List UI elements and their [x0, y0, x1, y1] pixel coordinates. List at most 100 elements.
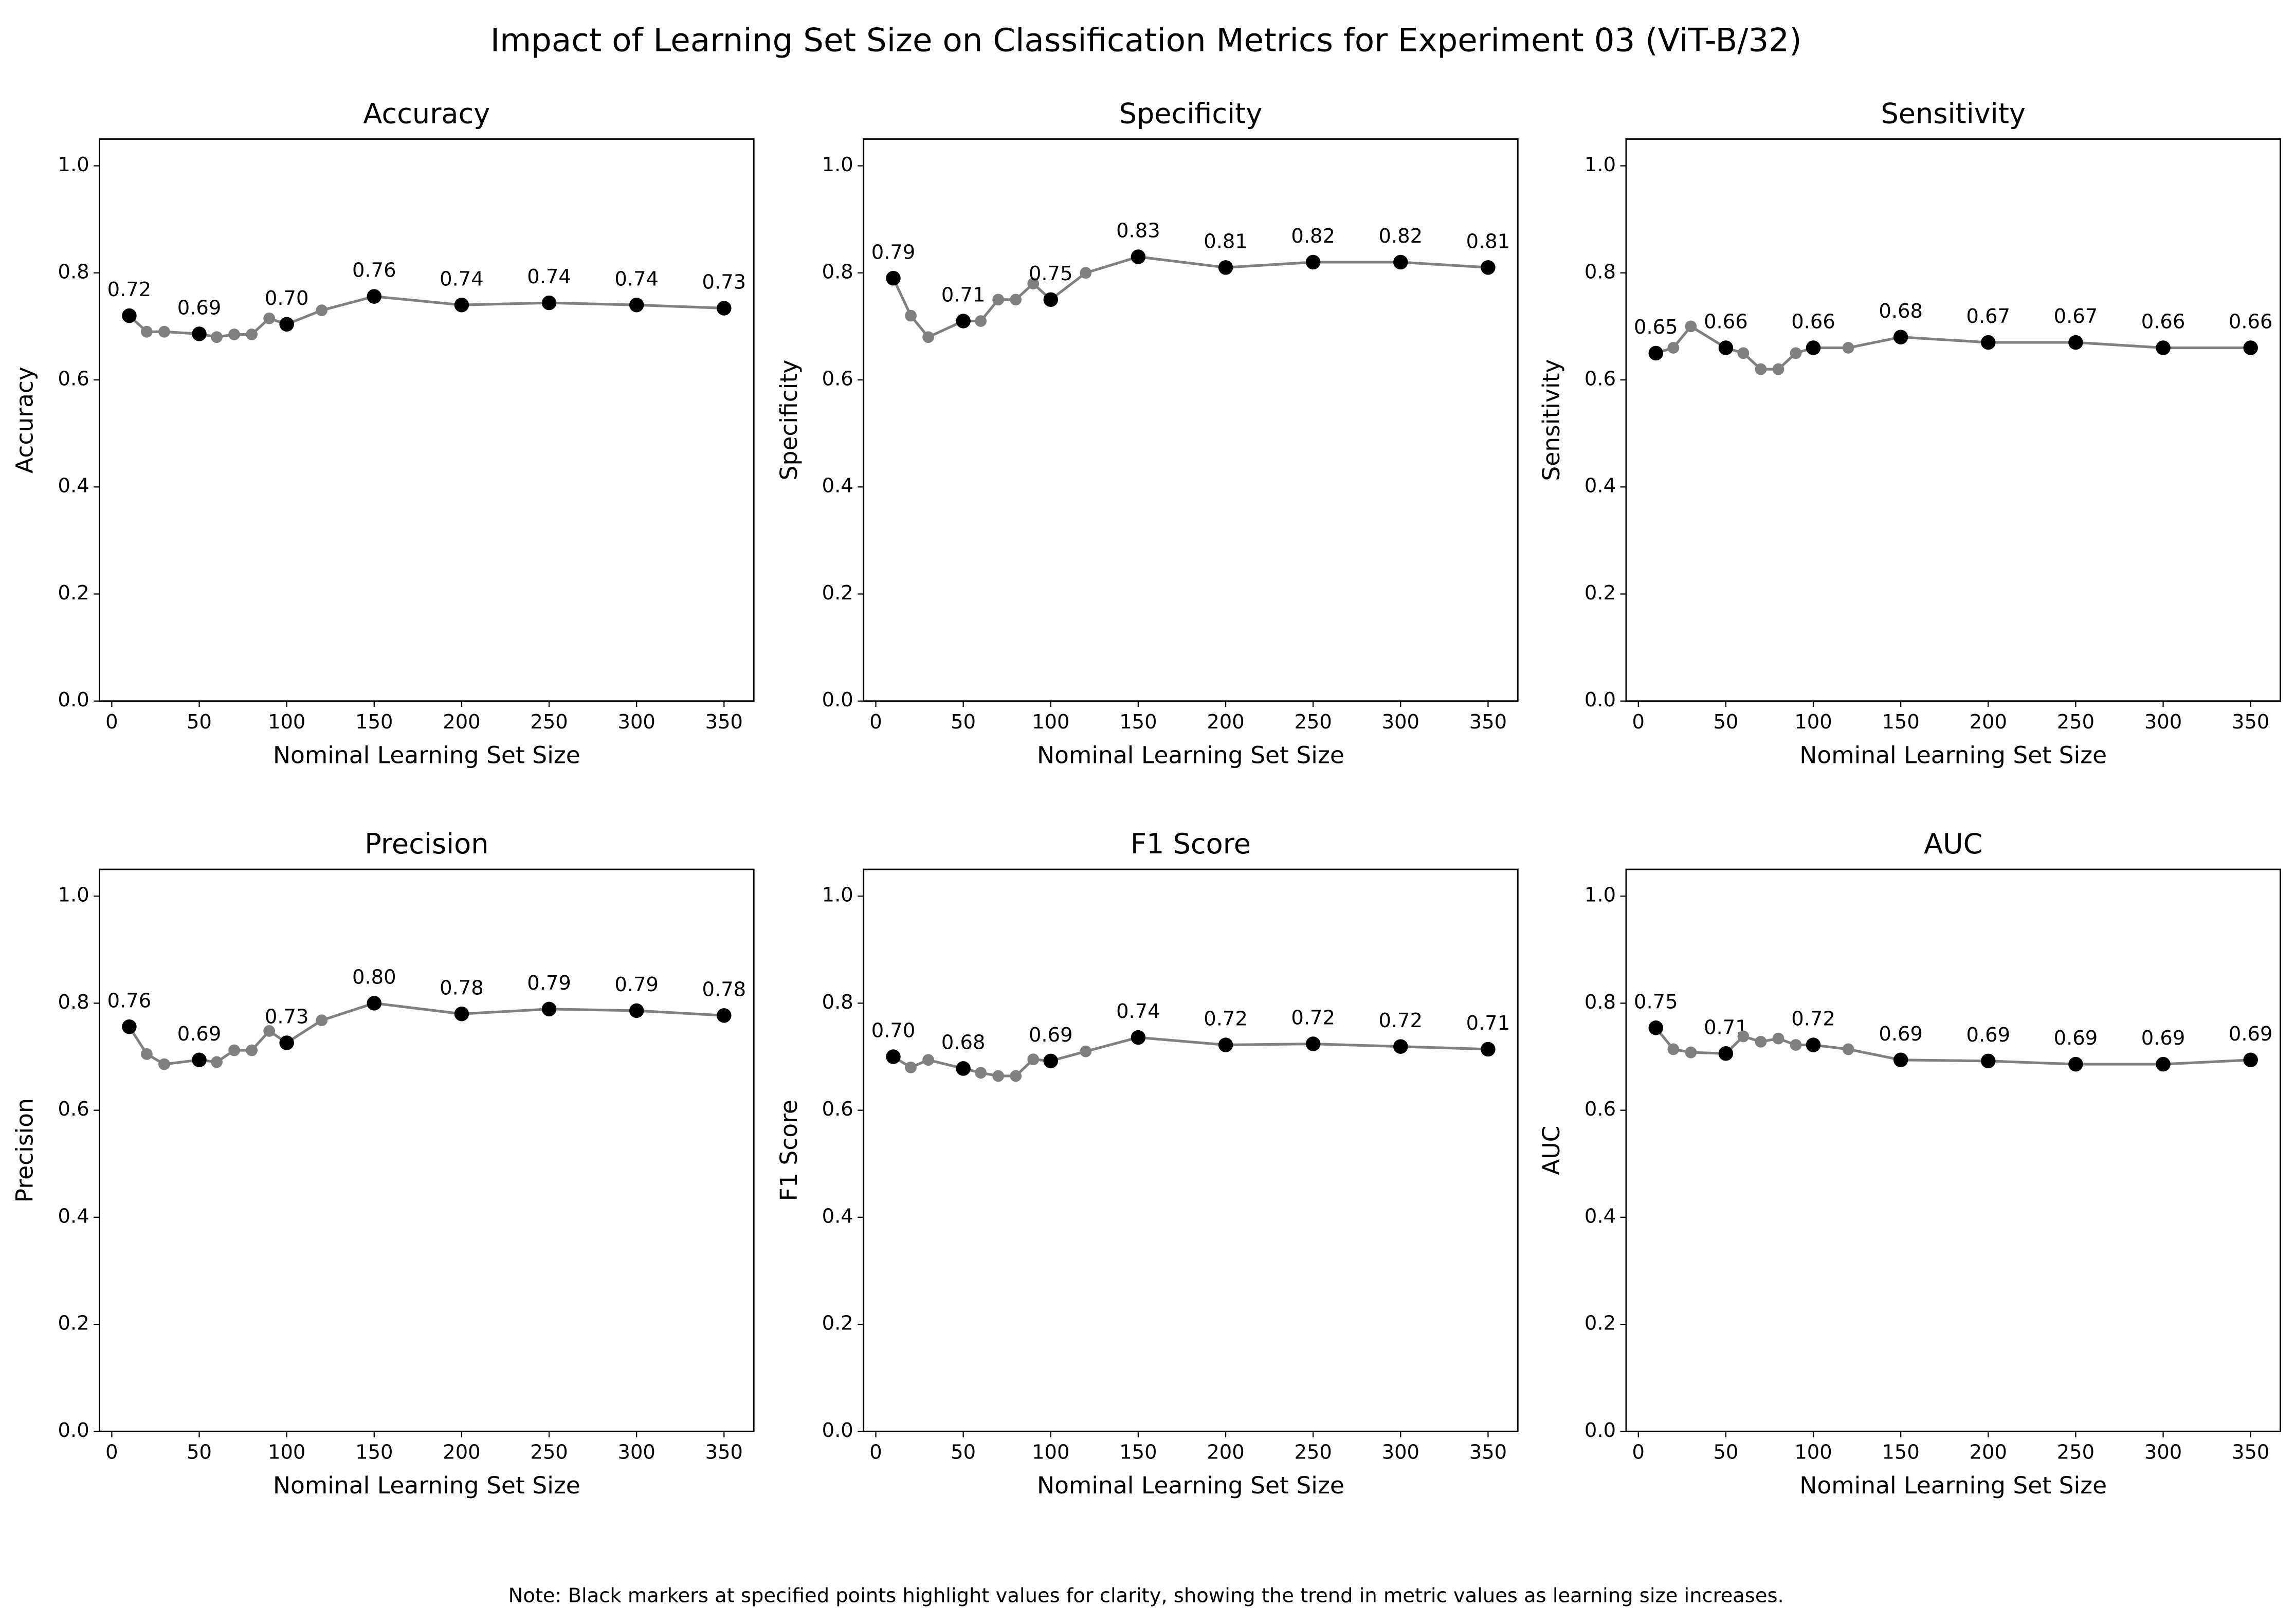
value-label: 0.80	[352, 965, 396, 989]
marker	[1685, 1046, 1697, 1059]
x-tick-label: 100	[1794, 1441, 1832, 1464]
marker	[905, 309, 917, 322]
highlight-marker	[2068, 1056, 2083, 1072]
marker	[992, 294, 1005, 306]
marker	[263, 1025, 276, 1037]
highlight-marker	[1305, 254, 1321, 270]
x-tick-label: 100	[1794, 710, 1832, 734]
value-label: 0.79	[614, 973, 659, 996]
value-label: 0.72	[107, 278, 152, 301]
axes-frame	[99, 868, 755, 1432]
x-tick-label: 300	[1382, 710, 1419, 734]
highlight-marker	[367, 289, 382, 304]
value-label: 0.74	[527, 265, 571, 288]
subplot-title: Accuracy	[363, 98, 490, 130]
value-label: 0.73	[265, 1006, 309, 1029]
y-tick-label: 0.6	[822, 368, 853, 391]
y-tick-label: 0.6	[58, 368, 89, 391]
highlight-marker	[1218, 260, 1233, 275]
y-tick-label: 0.0	[822, 1419, 853, 1442]
value-label: 0.74	[440, 267, 484, 290]
value-label: 0.81	[1204, 230, 1248, 253]
highlight-marker	[2068, 335, 2083, 350]
x-tick-label: 200	[1207, 710, 1244, 734]
x-tick-label: 50	[951, 710, 976, 734]
y-tick-label: 1.0	[1584, 884, 1616, 907]
marker	[1685, 320, 1697, 333]
x-tick-label: 0	[869, 710, 882, 734]
y-tick-label: 0.0	[822, 688, 853, 711]
x-tick-label: 350	[1469, 710, 1507, 734]
value-label: 0.76	[107, 989, 152, 1012]
highlight-marker	[541, 1001, 557, 1017]
highlight-marker	[1648, 1020, 1664, 1035]
value-label: 0.68	[941, 1031, 986, 1054]
highlight-marker	[454, 298, 469, 313]
y-tick-label: 0.4	[58, 1205, 89, 1228]
highlight-marker	[1893, 330, 1908, 344]
highlight-marker	[279, 317, 294, 332]
x-tick-label: 0	[1632, 710, 1645, 734]
y-tick-label: 0.4	[1584, 1205, 1616, 1228]
y-tick-label: 0.4	[822, 1205, 853, 1228]
marker	[1737, 1030, 1750, 1043]
x-tick-label: 300	[2144, 710, 2182, 734]
y-axis-label: Sensitivity	[1538, 359, 1565, 481]
subplot-title: Sensitivity	[1881, 98, 2026, 130]
value-label: 0.81	[1466, 230, 1510, 253]
value-label: 0.75	[1029, 262, 1073, 285]
y-tick-label: 0.2	[58, 581, 89, 605]
value-label: 0.71	[1466, 1012, 1510, 1035]
x-tick-label: 250	[530, 1441, 568, 1464]
highlight-marker	[122, 1019, 137, 1034]
highlight-marker	[1131, 1030, 1146, 1045]
marker	[1772, 1032, 1784, 1045]
marker	[228, 1044, 240, 1056]
value-label: 0.79	[527, 972, 571, 995]
subplot-title: AUC	[1924, 828, 1982, 860]
marker	[1772, 363, 1784, 375]
highlight-marker	[2156, 340, 2171, 355]
x-tick-label: 100	[1032, 1441, 1069, 1464]
y-axis-label: F1 Score	[775, 1100, 803, 1201]
x-axis-label: Nominal Learning Set Size	[1037, 741, 1344, 769]
x-tick-label: 100	[268, 710, 305, 734]
marker	[246, 1044, 258, 1056]
x-tick-label: 0	[105, 710, 118, 734]
y-tick-label: 1.0	[58, 153, 89, 176]
y-tick-label: 1.0	[1584, 153, 1616, 176]
x-tick-label: 200	[443, 710, 480, 734]
value-label: 0.68	[1879, 300, 1923, 323]
value-label: 0.83	[1116, 220, 1160, 243]
marker	[1737, 347, 1750, 359]
y-tick-label: 0.8	[822, 991, 853, 1014]
y-tick-label: 1.0	[822, 884, 853, 907]
x-tick-label: 350	[2232, 1441, 2269, 1464]
y-tick-label: 0.2	[58, 1312, 89, 1335]
marker	[158, 1058, 170, 1070]
value-label: 0.66	[1704, 311, 1748, 334]
value-label: 0.73	[702, 271, 746, 294]
y-tick-label: 0.4	[822, 475, 853, 498]
highlight-marker	[2243, 340, 2258, 355]
subplot-title: F1 Score	[1131, 828, 1251, 860]
y-tick-label: 0.2	[822, 581, 853, 605]
x-tick-label: 350	[1469, 1441, 1507, 1464]
x-tick-label: 150	[355, 710, 393, 734]
x-tick-label: 250	[2057, 710, 2094, 734]
highlight-marker	[1981, 335, 1996, 350]
marker	[228, 329, 240, 340]
marker	[1755, 363, 1767, 375]
y-tick-label: 0.0	[58, 1419, 89, 1442]
highlight-marker	[1481, 1042, 1496, 1057]
marker	[158, 325, 170, 338]
highlight-marker	[454, 1006, 469, 1021]
highlight-marker	[956, 1061, 971, 1076]
axes-frame	[1625, 868, 2281, 1432]
marker	[1027, 1053, 1040, 1066]
marker	[1842, 1043, 1854, 1055]
y-axis-label: Accuracy	[11, 367, 39, 473]
y-tick-label: 0.8	[58, 991, 89, 1014]
x-tick-label: 50	[1713, 1441, 1738, 1464]
